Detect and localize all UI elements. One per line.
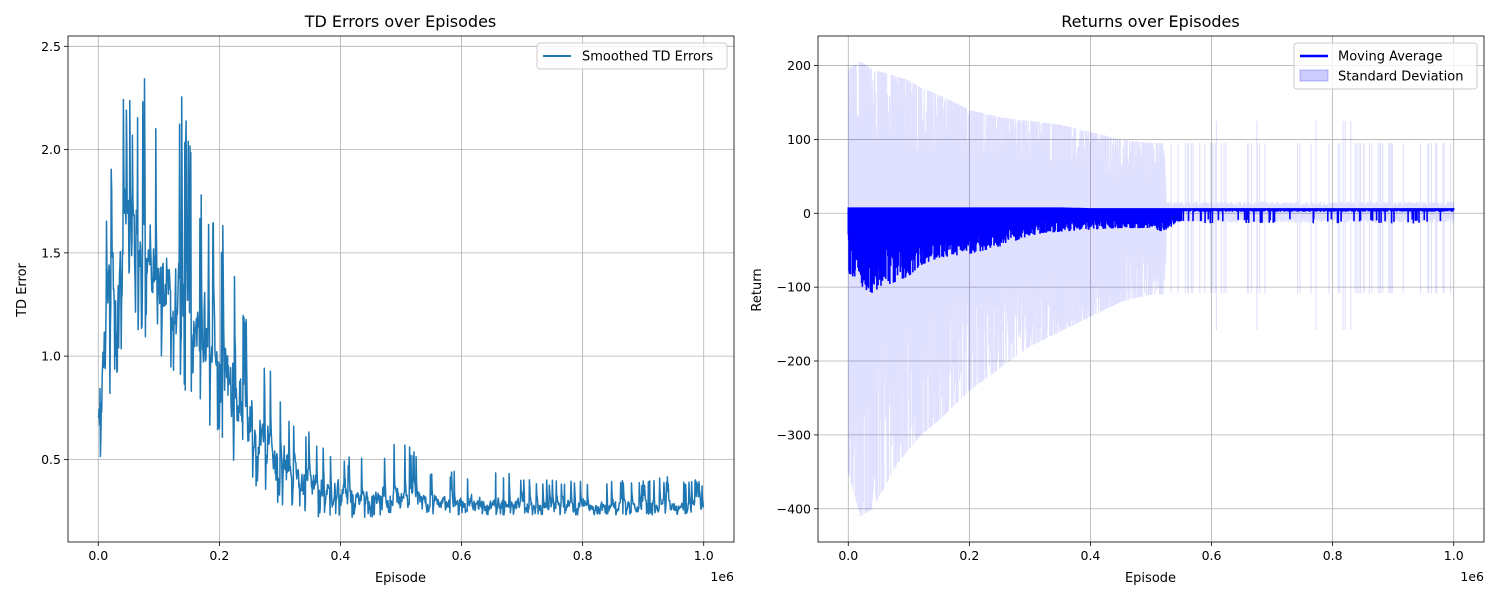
returns-chart: Returns over Episodes 0.0 0.2 0.4 0.6 0.8 1.0… (750, 12, 1485, 586)
td-xtick-label-1: 0.2 (209, 548, 229, 563)
returns-legend-label-moving-average: Moving Average (1338, 50, 1442, 65)
returns-x-axis-label: Episode (1125, 571, 1176, 586)
td-plot-area: 0.0 0.2 0.4 0.6 0.8 1.0 0.5 1.0 1.5 2.0 2.5 (41, 35, 735, 563)
returns-xtick-label-1: 0.2 (959, 548, 979, 563)
td-legend-box (536, 42, 728, 70)
returns-xtick-label-5: 1.0 (1444, 548, 1464, 563)
returns-y-axis-label: Return (750, 268, 765, 311)
td-x-offset-label: 1e6 (710, 569, 734, 584)
returns-ytick-label-2: −200 (777, 354, 811, 369)
td-ytick-label-2: 1.5 (41, 245, 61, 260)
returns-xtick-label-3: 0.6 (1202, 548, 1222, 563)
returns-x-offset-label: 1e6 (1460, 569, 1484, 584)
returns-ticks: 0.0 0.2 0.4 0.6 0.8 1.0 −400 −300 −200 −100 0 100 20… (777, 58, 1464, 563)
td-frame (67, 35, 735, 543)
returns-chart-title: Returns over Episodes (1061, 12, 1239, 31)
td-errors-chart: TD Errors over Episodes 0.0 0.2 0.4 0.6 0.8 1… (15, 12, 735, 586)
returns-xtick-label-4: 0.8 (1323, 548, 1343, 563)
td-xtick-label-0: 0.0 (88, 548, 108, 563)
td-y-axis-label: TD Error (15, 262, 30, 317)
td-xtick-label-5: 1.0 (694, 548, 714, 563)
td-xtick-label-4: 0.8 (573, 548, 593, 563)
td-legend-label: Smoothed TD Errors (582, 50, 713, 65)
td-chart-title: TD Errors over Episodes (304, 12, 497, 31)
returns-moving-average-line (847, 207, 1455, 293)
td-ytick-label-4: 2.5 (41, 39, 61, 54)
returns-ytick-label-1: −300 (777, 427, 811, 442)
td-x-axis-label: Episode (375, 571, 426, 586)
returns-legend: Moving Average Standard Deviation (1293, 42, 1478, 90)
td-legend: Smoothed TD Errors (536, 42, 728, 70)
returns-legend-swatch-std (1299, 69, 1329, 82)
returns-xtick-label-0: 0.0 (838, 548, 858, 563)
returns-ytick-label-4: 0 (803, 206, 811, 221)
td-xtick-label-3: 0.6 (452, 548, 472, 563)
td-xtick-label-2: 0.4 (331, 548, 351, 563)
returns-moving-average (847, 207, 1455, 293)
returns-ytick-label-3: −100 (777, 280, 811, 295)
returns-legend-label-std: Standard Deviation (1338, 70, 1463, 85)
td-ytick-label-1: 1.0 (41, 349, 61, 364)
returns-xtick-label-2: 0.4 (1081, 548, 1101, 563)
td-ytick-label-0: 0.5 (41, 452, 61, 467)
td-series-line-smoothed-td-errors (97, 78, 705, 519)
td-ytick-label-3: 2.0 (41, 142, 61, 157)
td-ticks: 0.0 0.2 0.4 0.6 0.8 1.0 0.5 1.0 1.5 2.0 2.5 (41, 39, 714, 563)
returns-ytick-label-5: 100 (787, 132, 811, 147)
returns-legend-box (1293, 42, 1478, 90)
returns-ytick-label-0: −400 (777, 501, 811, 516)
returns-ytick-label-6: 200 (787, 58, 811, 73)
returns-frame (817, 35, 1485, 543)
